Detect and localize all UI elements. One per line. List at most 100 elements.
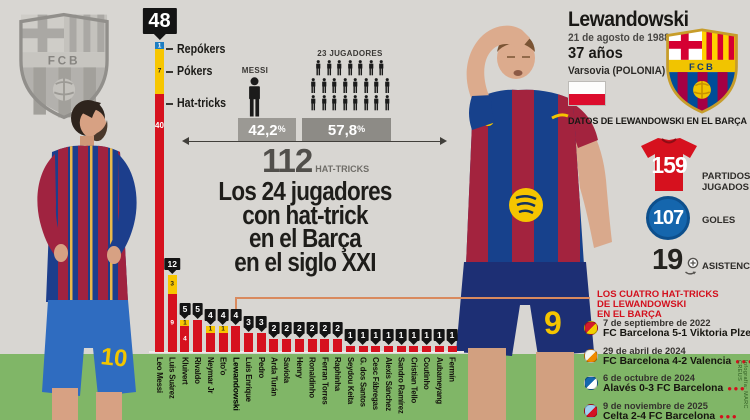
- lewandowski-photo: 9: [456, 25, 612, 420]
- hattricks-title-line-2: DE LEWANDOWSKI: [597, 299, 687, 311]
- legend-tick: [166, 103, 173, 105]
- hattricks-title-line-1: LOS CUATRO HAT-TRICKS: [597, 289, 719, 300]
- total-badge-luis-su-rez: 12: [164, 257, 180, 270]
- total-badge-raphinha: 2: [332, 322, 343, 335]
- total-badge-leo-messi: 48: [142, 8, 177, 35]
- segment-value: 1: [208, 325, 213, 333]
- total-hattricks-value: 112: [262, 142, 313, 179]
- club-badge-icon: [584, 403, 598, 418]
- segment-value: 1: [221, 325, 225, 333]
- percent-sign: %: [277, 124, 286, 134]
- messi-photo: 10: [37, 100, 137, 420]
- legend-tick: [166, 71, 173, 73]
- legend-pokers-label: Pókers: [177, 64, 213, 78]
- total-span-arrow: [182, 137, 447, 146]
- club-badge-icon: [584, 321, 598, 335]
- goal-dots-icon: ●●●: [735, 356, 750, 366]
- total-badge-ronaldinho: 2: [306, 322, 318, 335]
- bar-pedro: [256, 332, 266, 352]
- person-icon: [368, 60, 374, 76]
- match-date: 9 de noviembre de 2025: [603, 400, 708, 411]
- legend-hattricks-label: Hat-tricks: [177, 96, 227, 110]
- bar-luis-enrique: [244, 332, 254, 352]
- total-badge-g-dos-santos: 1: [357, 328, 369, 341]
- person-icon: [353, 95, 358, 111]
- total-badge-cesc-f-bregas: 1: [370, 328, 382, 341]
- player-birthplace: Varsovia (POLONIA): [568, 65, 666, 77]
- goals-value: 107: [652, 207, 684, 229]
- person-icon: [384, 95, 389, 111]
- fcb-crest: FCB: [666, 28, 738, 114]
- segment-hat-tricks: [231, 326, 241, 352]
- bar-neymar-jr: 1: [205, 325, 215, 352]
- total-badge-pedro: 3: [255, 315, 267, 328]
- total-badge-arda-tur-n: 2: [268, 322, 280, 335]
- segment-value: 3: [170, 280, 175, 288]
- total-badge-rivaldo: 5: [192, 302, 204, 315]
- segment-hat-tricks: [193, 319, 203, 352]
- main-title-line-2: con hat-trick: [242, 201, 368, 230]
- total-badge-saviola: 2: [281, 322, 293, 335]
- match-row: 6 de octubre de 2024 Alavés 0-3 FC Barcel…: [584, 373, 746, 395]
- player-age: 37 años: [568, 45, 623, 62]
- svg-text:10: 10: [99, 343, 128, 373]
- segment-hat-tricks: 4: [180, 326, 190, 352]
- segment-rep-kers: 1: [155, 42, 164, 49]
- segment-value: 1: [183, 319, 187, 327]
- segment-hat-tricks: [244, 332, 254, 352]
- segment-hat-tricks: [256, 332, 266, 352]
- match-result: Celta 2-4 FC Barcelona ●●●: [603, 410, 739, 420]
- person-icon: [374, 95, 379, 111]
- messi-pictogram-label: MESSI: [241, 66, 269, 75]
- total-badge-henry: 2: [294, 322, 305, 335]
- person-icon: [379, 60, 384, 76]
- segment-hat-tricks: [218, 332, 228, 352]
- segment-hat-tricks: 9: [167, 293, 177, 352]
- person-icon: [374, 77, 379, 93]
- bar-eto-o: 1: [218, 325, 228, 352]
- person-icon: [358, 60, 363, 76]
- matches-played-label: PARTIDOS JUGADOS: [702, 171, 750, 193]
- lewandowski-connector-line: [235, 297, 590, 299]
- legend-tick: [166, 48, 173, 50]
- total-badge-neymar-jr: 4: [205, 309, 216, 322]
- messi-pictogram-icon: [244, 77, 265, 117]
- match-result: FC Barcelona 4-2 Valencia●●●: [603, 356, 750, 368]
- card-section-title: DATOS DE LEWANDOWSKI EN EL BARÇA: [568, 116, 747, 127]
- match-date: 6 de octubre de 2024: [603, 373, 695, 383]
- total-badge-luis-enrique: 3: [243, 315, 254, 328]
- main-title: Los 24 jugadores con hat-trick en el Bar…: [215, 180, 395, 275]
- person-icon: [347, 60, 353, 76]
- assist-icon: [685, 257, 699, 275]
- total-hattricks-label: HAT-TRICKS: [315, 164, 370, 174]
- legend-repokers-label: Repókers: [177, 42, 226, 56]
- player-birthdate: 21 de agosto de 1988: [568, 32, 670, 44]
- svg-text:9: 9: [544, 305, 562, 341]
- bar-lewandowski: [231, 326, 241, 352]
- person-icon: [311, 77, 316, 93]
- total-hattricks: 112 HAT-TRICKS: [262, 142, 369, 180]
- pictogram-row: [302, 95, 398, 111]
- assists-value: 19: [652, 244, 683, 276]
- person-icon: [342, 95, 347, 111]
- players-pictogram-label: 23 JUGADORES: [317, 49, 383, 58]
- match-row: 29 de abril de 2024 FC Barcelona 4-2 Vale…: [584, 346, 750, 368]
- hattricks-list-title: LOS CUATRO HAT-TRICKS DE LEWANDOWSKI EN …: [597, 289, 719, 321]
- person-icon: [363, 95, 368, 111]
- segment-p-kers: 1: [180, 319, 190, 327]
- others-share-value: 57,8: [327, 122, 358, 139]
- bar-rivaldo: [193, 319, 203, 352]
- club-badge-icon: [584, 376, 598, 390]
- goals-label: GOLES: [702, 215, 736, 226]
- shirt-icon: [641, 138, 697, 191]
- hattricks-title-line-3: EN EL BARÇA: [597, 309, 662, 321]
- segment-p-kers: 3: [167, 274, 177, 294]
- messi-share-bar: 42,2%: [238, 118, 296, 141]
- person-icon: [311, 95, 316, 111]
- fcb-watermark-crest: FCB: [19, 12, 109, 120]
- person-icon: [332, 77, 337, 93]
- match-date: 29 de abril de 2024: [603, 345, 686, 356]
